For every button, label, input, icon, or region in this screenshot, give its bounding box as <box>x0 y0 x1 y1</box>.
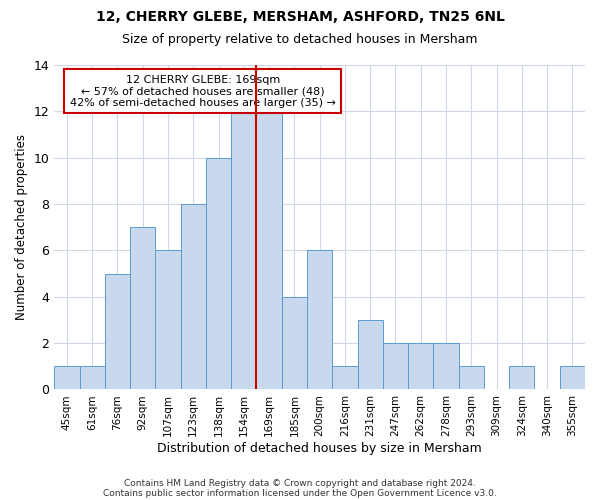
Bar <box>206 158 231 390</box>
Text: Contains public sector information licensed under the Open Government Licence v3: Contains public sector information licen… <box>103 488 497 498</box>
Bar <box>105 274 130 390</box>
Text: 12, CHERRY GLEBE, MERSHAM, ASHFORD, TN25 6NL: 12, CHERRY GLEBE, MERSHAM, ASHFORD, TN25… <box>95 10 505 24</box>
X-axis label: Distribution of detached houses by size in Mersham: Distribution of detached houses by size … <box>157 442 482 455</box>
Bar <box>80 366 105 390</box>
Bar <box>256 112 282 390</box>
Bar <box>155 250 181 390</box>
Bar <box>358 320 383 390</box>
Text: Contains HM Land Registry data © Crown copyright and database right 2024.: Contains HM Land Registry data © Crown c… <box>124 478 476 488</box>
Bar <box>560 366 585 390</box>
Bar <box>130 227 155 390</box>
Bar <box>307 250 332 390</box>
Bar <box>509 366 535 390</box>
Y-axis label: Number of detached properties: Number of detached properties <box>15 134 28 320</box>
Bar <box>332 366 358 390</box>
Bar <box>54 366 80 390</box>
Bar <box>408 343 433 390</box>
Bar <box>433 343 458 390</box>
Bar <box>458 366 484 390</box>
Bar <box>282 297 307 390</box>
Bar <box>181 204 206 390</box>
Bar <box>231 112 256 390</box>
Text: Size of property relative to detached houses in Mersham: Size of property relative to detached ho… <box>122 32 478 46</box>
Bar <box>383 343 408 390</box>
Text: 12 CHERRY GLEBE: 169sqm
← 57% of detached houses are smaller (48)
42% of semi-de: 12 CHERRY GLEBE: 169sqm ← 57% of detache… <box>70 74 336 108</box>
